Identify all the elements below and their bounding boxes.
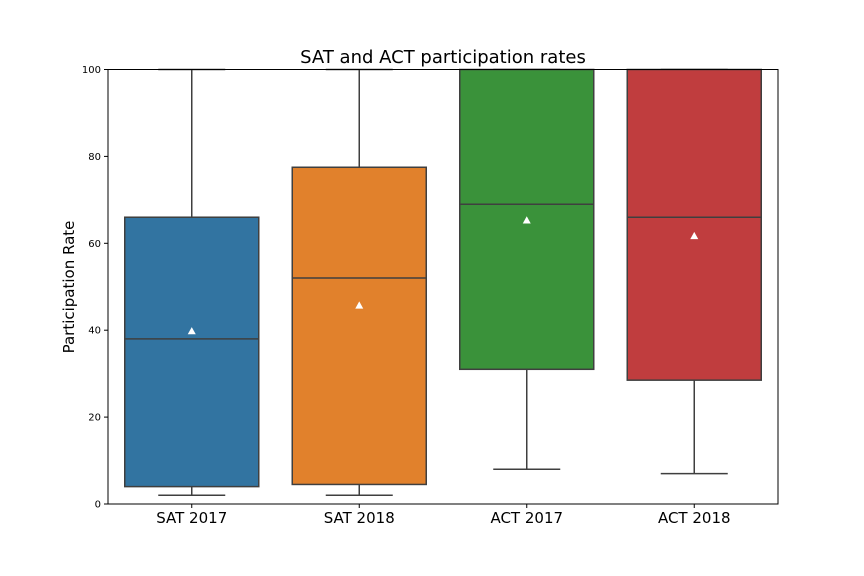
mean-marker <box>355 301 364 309</box>
mean-marker <box>522 216 531 224</box>
y-tick-label: 60 <box>88 239 101 250</box>
x-tick-label: SAT 2018 <box>324 509 395 527</box>
x-tick-label: ACT 2017 <box>490 509 563 527</box>
x-tick-label: SAT 2017 <box>156 509 227 527</box>
mean-marker <box>690 231 699 240</box>
plot-frame <box>107 69 779 505</box>
y-axis-label: Participation Rate <box>60 221 78 354</box>
box-act-2018 <box>626 68 762 381</box>
y-tick-label: 20 <box>88 413 101 424</box>
chart-title: SAT and ACT participation rates <box>300 47 586 68</box>
y-tick-label: 40 <box>88 326 101 337</box>
y-tick-label: 0 <box>95 500 101 511</box>
plot-area: 0 20 40 60 80 100 SAT 2017 SAT 2018 ACT 2017 ACT … <box>82 65 762 527</box>
x-tick-label: ACT 2018 <box>658 509 731 527</box>
mean-marker <box>187 327 196 335</box>
y-tick-label: 80 <box>88 152 101 163</box>
y-tick-label: 100 <box>82 65 101 76</box>
box-sat-2018 <box>291 166 427 486</box>
box-sat-2017 <box>124 216 260 488</box>
